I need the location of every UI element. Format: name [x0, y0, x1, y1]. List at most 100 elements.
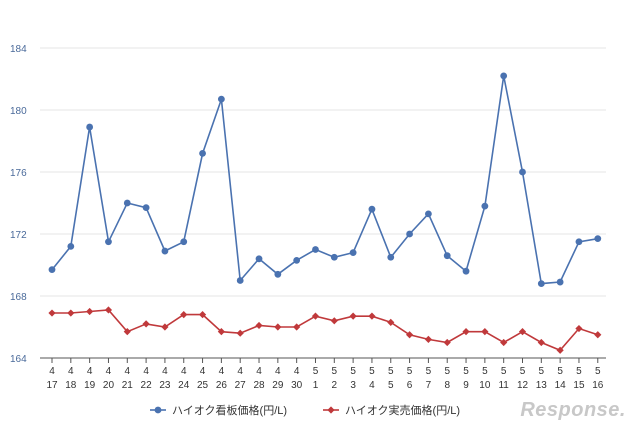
x-tick-label-day: 16	[592, 380, 604, 391]
x-tick-label-month: 4	[200, 366, 206, 377]
data-point	[406, 230, 413, 238]
series-line-1	[51, 75, 598, 285]
data-point	[293, 256, 301, 264]
x-tick-label-day: 25	[197, 380, 209, 391]
x-tick-label-day: 15	[573, 380, 585, 391]
x-tick-label-month: 5	[444, 366, 450, 377]
x-tick-label-month: 5	[595, 366, 601, 377]
x-tick-label-day: 20	[103, 380, 115, 391]
x-tick-label-day: 14	[555, 380, 567, 391]
data-point	[86, 123, 94, 131]
x-tick-label-month: 5	[501, 366, 507, 377]
legend-label: ハイオク看板価格(円/L)	[172, 403, 287, 417]
x-tick-label-month: 4	[256, 366, 262, 377]
x-tick-label-month: 5	[350, 366, 356, 377]
x-tick-label-month: 5	[520, 366, 526, 377]
y-tick-label-180: 180	[10, 106, 27, 117]
data-point	[104, 306, 113, 314]
data-point	[537, 280, 545, 287]
data-point	[443, 338, 451, 347]
x-tick-label-day: 6	[407, 380, 413, 391]
data-point	[48, 266, 56, 274]
series-1	[48, 72, 602, 287]
data-point	[594, 331, 602, 339]
data-point	[424, 335, 432, 343]
x-tick-label-day: 9	[463, 380, 469, 391]
data-point	[349, 312, 357, 320]
data-point	[481, 328, 489, 336]
data-point	[443, 252, 451, 260]
x-tick-label-month: 5	[557, 366, 563, 377]
x-tick-label-day: 30	[291, 380, 303, 391]
data-point	[274, 323, 282, 331]
data-point	[274, 270, 282, 278]
x-tick-label-month: 5	[313, 366, 319, 377]
data-point	[161, 323, 169, 331]
y-tick-label-168: 168	[10, 292, 27, 303]
x-tick-label-month: 4	[294, 366, 300, 377]
data-point	[236, 329, 244, 337]
legend-item-2: ハイオク実売価格(円/L)	[323, 403, 460, 417]
data-point	[217, 95, 225, 103]
x-tick-label-day: 27	[235, 380, 247, 391]
x-tick-label-day: 11	[498, 380, 509, 391]
x-tick-label-month: 5	[426, 366, 432, 377]
x-tick-label-day: 5	[388, 380, 394, 391]
data-point	[462, 328, 470, 336]
x-tick-label-month: 4	[143, 366, 149, 377]
data-point	[198, 311, 207, 319]
x-tick-label-day: 8	[444, 380, 450, 391]
data-point	[575, 238, 583, 246]
x-tick-label-month: 4	[219, 366, 225, 377]
data-point	[368, 312, 376, 320]
legend: ハイオク看板価格(円/L) ハイオク実売価格(円/L)	[150, 403, 460, 417]
x-tick-label-month: 5	[576, 366, 582, 377]
x-tick-label-day: 28	[253, 380, 265, 391]
x-tick-label-month: 4	[181, 366, 187, 377]
data-point	[425, 210, 432, 218]
x-tick-label-day: 26	[216, 380, 228, 391]
data-point	[481, 202, 489, 210]
data-point	[67, 243, 75, 250]
x-tick-label-month: 4	[124, 366, 130, 377]
data-point	[518, 328, 527, 336]
data-point	[330, 253, 338, 261]
x-tick-label-month: 5	[482, 366, 488, 377]
data-point	[161, 247, 169, 255]
data-point	[180, 238, 188, 246]
data-point	[311, 312, 320, 320]
x-tick-label-day: 29	[272, 380, 284, 391]
x-tick-label-day: 1	[313, 380, 319, 391]
data-point	[293, 323, 301, 331]
data-point	[255, 321, 263, 330]
series-2	[48, 306, 602, 354]
data-point	[199, 150, 206, 157]
x-tick-label-month: 4	[49, 366, 55, 377]
legend-item-1: ハイオク看板価格(円/L)	[150, 403, 287, 417]
data-point	[349, 249, 357, 256]
x-tick-label-month: 4	[275, 366, 281, 377]
data-point	[387, 253, 395, 261]
data-point	[255, 255, 263, 263]
response-logo: Response.	[520, 399, 626, 421]
x-tick-label-day: 22	[141, 380, 153, 391]
x-tick-label-month: 5	[463, 366, 469, 377]
data-point	[462, 267, 470, 275]
x-tick-label-month: 5	[369, 366, 375, 377]
legend-label: ハイオク実売価格(円/L)	[345, 403, 460, 417]
legend-marker	[327, 406, 335, 414]
x-tick-label-day: 19	[84, 380, 96, 391]
data-point	[500, 338, 508, 347]
series-layer	[48, 72, 602, 354]
data-point	[142, 320, 150, 328]
data-point	[368, 205, 376, 213]
x-tick-label-month: 4	[106, 366, 112, 377]
data-point	[594, 235, 602, 243]
data-point	[519, 168, 526, 176]
x-tick-label-day: 17	[46, 380, 58, 391]
x-tick-label-day: 3	[350, 380, 356, 391]
x-tick-label-day: 13	[536, 380, 548, 391]
data-point	[575, 324, 583, 333]
data-point	[86, 307, 94, 316]
